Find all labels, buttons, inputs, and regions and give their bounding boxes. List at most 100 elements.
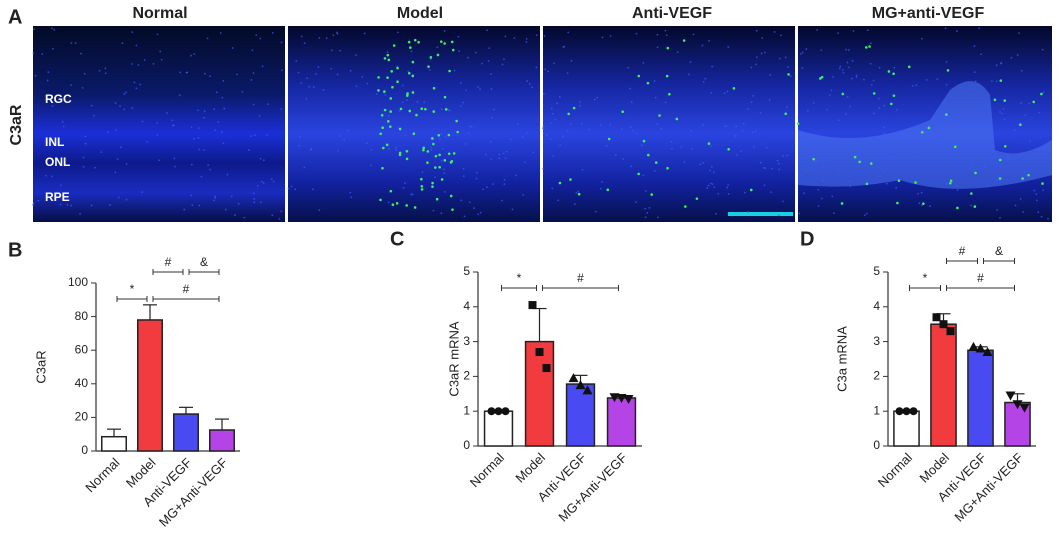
nucleus-dot — [32, 203, 34, 206]
micrograph — [288, 26, 540, 222]
data-point — [535, 348, 544, 357]
nucleus-dot — [525, 37, 528, 40]
signal-dot — [431, 185, 434, 188]
nucleus-dot — [920, 37, 923, 40]
signal-dot — [973, 205, 977, 208]
nucleus-dot — [755, 130, 757, 133]
nucleus-dot — [271, 214, 274, 217]
nucleus-dot — [375, 93, 378, 96]
nucleus-dot — [462, 167, 465, 170]
signal-dot — [920, 130, 924, 134]
nucleus-dot — [81, 86, 84, 89]
nucleus-dot — [312, 86, 315, 88]
data-point — [1019, 403, 1030, 413]
nucleus-dot — [551, 112, 554, 115]
signal-dot — [889, 102, 893, 106]
nucleus-dot — [253, 134, 256, 137]
nucleus-dot — [599, 124, 602, 126]
nucleus-dot — [259, 37, 262, 40]
nucleus-dot — [1035, 199, 1038, 202]
nucleus-dot — [253, 201, 256, 204]
nucleus-dot — [125, 198, 128, 201]
nucleus-dot — [629, 126, 632, 129]
nucleus-dot — [280, 41, 283, 44]
nucleus-dot — [848, 180, 851, 183]
signal-dot — [637, 172, 640, 176]
nucleus-dot — [209, 168, 211, 171]
nucleus-dot — [580, 122, 583, 125]
nucleus-dot — [680, 146, 683, 148]
nucleus-dot — [1023, 158, 1026, 161]
data-point — [582, 385, 593, 395]
signal-dot — [707, 142, 711, 145]
signal-dot — [1019, 123, 1022, 127]
nucleus-dot — [443, 190, 446, 193]
nucleus-dot — [203, 72, 206, 75]
y-tick-label: 80 — [75, 309, 89, 323]
nucleus-dot — [814, 161, 817, 163]
nucleus-dot — [104, 72, 107, 75]
signal-dot — [398, 153, 402, 157]
nucleus-dot — [710, 165, 713, 168]
nucleus-dot — [918, 202, 921, 205]
nucleus-dot — [883, 104, 886, 107]
nucleus-dot — [256, 184, 259, 187]
nucleus-dot — [723, 92, 726, 95]
data-point — [975, 343, 986, 353]
nucleus-dot — [398, 110, 401, 112]
nucleus-dot — [51, 27, 53, 30]
nucleus-dot — [173, 157, 176, 160]
nucleus-dot — [1023, 171, 1026, 174]
nucleus-dot — [402, 101, 404, 104]
nucleus-dot — [599, 187, 602, 190]
nucleus-dot — [443, 168, 445, 171]
nucleus-dot — [805, 48, 808, 50]
nucleus-dot — [787, 66, 790, 68]
signal-dot — [447, 152, 451, 156]
column-title: Normal — [132, 5, 187, 22]
signal-dot — [386, 120, 390, 123]
nucleus-dot — [710, 92, 713, 94]
nucleus-dot — [959, 146, 962, 149]
nucleus-dot — [317, 66, 320, 68]
signal-dot — [405, 149, 409, 153]
signal-dot — [449, 194, 453, 198]
column-title: MG+anti-VEGF — [872, 5, 985, 22]
data-point — [623, 395, 634, 405]
signal-dot — [455, 119, 458, 123]
nucleus-dot — [123, 93, 126, 95]
nucleus-dot — [776, 159, 779, 162]
nucleus-dot — [94, 166, 96, 169]
nucleus-dot — [570, 123, 573, 126]
nucleus-dot — [183, 208, 186, 211]
signal-dot — [567, 112, 570, 116]
layer-label: RGC — [45, 92, 72, 106]
nucleus-dot — [581, 168, 584, 171]
nucleus-dot — [294, 188, 296, 191]
signal-dot — [812, 157, 815, 161]
nucleus-dot — [706, 187, 709, 189]
nucleus-dot — [863, 214, 866, 217]
nucleus-dot — [865, 212, 868, 215]
nucleus-dot — [262, 182, 265, 184]
nucleus-dot — [203, 110, 206, 113]
nucleus-dot — [555, 102, 558, 105]
signal-dot — [398, 127, 402, 131]
nucleus-dot — [709, 169, 712, 172]
nucleus-dot — [259, 157, 262, 160]
nucleus-dot — [726, 186, 729, 189]
nucleus-dot — [858, 152, 861, 155]
signal-dot — [399, 107, 403, 111]
nucleus-dot — [917, 192, 919, 195]
signal-dot — [432, 110, 436, 113]
nucleus-dot — [386, 51, 389, 54]
nucleus-dot — [629, 87, 632, 90]
nucleus-dot — [977, 146, 980, 149]
nucleus-dot — [828, 94, 831, 96]
nucleus-dot — [820, 197, 823, 200]
nucleus-dot — [64, 159, 67, 161]
signal-dot — [450, 159, 454, 163]
nucleus-dot — [1014, 129, 1016, 131]
nucleus-dot — [440, 133, 443, 135]
nucleus-dot — [822, 180, 825, 183]
